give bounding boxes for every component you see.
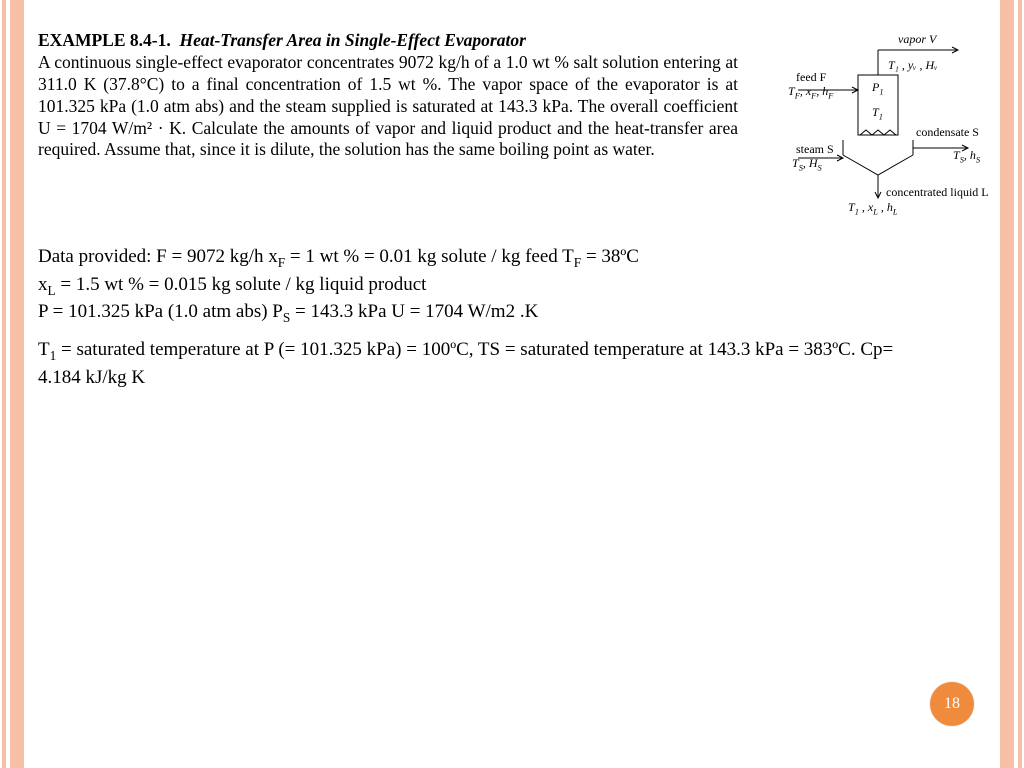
diagram-liquid-sub: T1 , xL , hL bbox=[848, 200, 898, 216]
diagram-liquid-label: concentrated liquid L bbox=[886, 185, 989, 200]
diagram-vapor-label: vapor V bbox=[898, 32, 936, 47]
evaporator-diagram: vapor V T₁ , yᵥ , Hᵥ feed F TF, xF, hF P… bbox=[748, 30, 978, 230]
diagram-feed-sub: TF, xF, hF bbox=[788, 84, 833, 100]
page-number: 18 bbox=[944, 695, 960, 713]
data-line-4: T1 = saturated temperature at P (= 101.3… bbox=[38, 337, 928, 390]
example-heading: EXAMPLE 8.4-1. Heat-Transfer Area in Sin… bbox=[38, 30, 738, 52]
diagram-t1: T1 bbox=[872, 105, 883, 121]
example-title: Heat-Transfer Area in Single-Effect Evap… bbox=[179, 30, 525, 50]
example-text: EXAMPLE 8.4-1. Heat-Transfer Area in Sin… bbox=[38, 30, 738, 230]
diagram-condensate-label: condensate S bbox=[916, 125, 979, 140]
data-block: Data provided: F = 9072 kg/h xF = 1 wt %… bbox=[38, 244, 928, 391]
example-body: A continuous single-effect evaporator co… bbox=[38, 52, 738, 161]
data-line-2: xL = 1.5 wt % = 0.015 kg solute / kg liq… bbox=[38, 272, 928, 300]
data-line-1: Data provided: F = 9072 kg/h xF = 1 wt %… bbox=[38, 244, 928, 272]
border-right-inner bbox=[1000, 0, 1014, 768]
diagram-steam-label: steam S bbox=[796, 142, 834, 157]
slide-content: EXAMPLE 8.4-1. Heat-Transfer Area in Sin… bbox=[38, 30, 986, 748]
slide-frame: EXAMPLE 8.4-1. Heat-Transfer Area in Sin… bbox=[0, 0, 1024, 768]
example-number: EXAMPLE 8.4-1. bbox=[38, 30, 171, 50]
diagram-p1: P1 bbox=[872, 80, 884, 96]
diagram-condensate-sub: TS, hS bbox=[953, 148, 980, 164]
page-number-badge: 18 bbox=[930, 682, 974, 726]
data-line-3: P = 101.325 kPa (1.0 atm abs) PS = 143.3… bbox=[38, 299, 928, 327]
border-left-outer bbox=[2, 0, 6, 768]
diagram-feed-label: feed F bbox=[796, 70, 826, 85]
example-block: EXAMPLE 8.4-1. Heat-Transfer Area in Sin… bbox=[38, 30, 986, 230]
border-right-outer bbox=[1018, 0, 1022, 768]
border-left-inner bbox=[10, 0, 24, 768]
diagram-vapor-sub: T₁ , yᵥ , Hᵥ bbox=[888, 58, 938, 73]
diagram-steam-sub: TS, HS bbox=[792, 156, 822, 172]
